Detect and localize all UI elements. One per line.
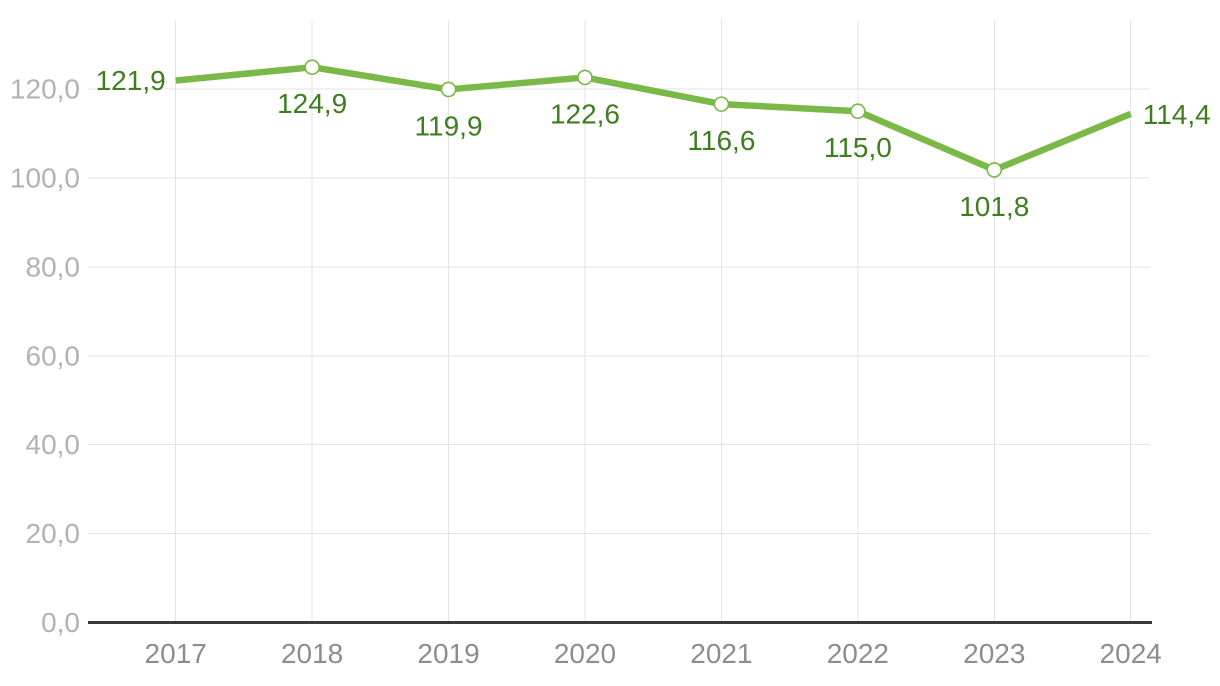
x-tick-label: 2022 [827, 638, 889, 669]
data-point-marker[interactable] [850, 103, 866, 120]
y-tick-label: 40,0 [26, 429, 81, 460]
y-tick-label: 0,0 [41, 607, 80, 638]
x-tick-label: 2021 [690, 638, 752, 669]
data-point-marker[interactable] [713, 96, 730, 112]
value-label: 121,9 [96, 65, 166, 96]
data-line [175, 63, 1132, 174]
x-tick-label: 2019 [417, 638, 479, 669]
y-tick-label: 60,0 [26, 340, 81, 371]
value-label: 116,6 [687, 125, 755, 156]
x-tick-label: 2023 [963, 638, 1025, 669]
x-tick-label: 2018 [281, 638, 343, 669]
x-tick-label: 2017 [145, 638, 207, 669]
x-tick-label: 2020 [554, 638, 616, 669]
y-tick-label: 80,0 [26, 251, 81, 282]
data-point-marker[interactable] [440, 81, 457, 98]
y-tick-label: 100,0 [10, 162, 80, 193]
value-label: 101,8 [959, 191, 1029, 222]
value-label: 124,9 [277, 88, 347, 119]
value-label: 119,9 [415, 110, 483, 141]
value-label: 115,0 [824, 132, 892, 163]
value-label: 114,4 [1143, 99, 1211, 130]
y-tick-label: 120,0 [10, 74, 80, 105]
value-label: 122,6 [550, 98, 620, 129]
data-point-marker[interactable] [577, 69, 593, 86]
data-point-marker[interactable] [304, 59, 320, 76]
y-tick-label: 20,0 [26, 518, 81, 549]
x-tick-label: 2024 [1100, 638, 1162, 669]
data-point-marker[interactable] [986, 162, 1003, 178]
